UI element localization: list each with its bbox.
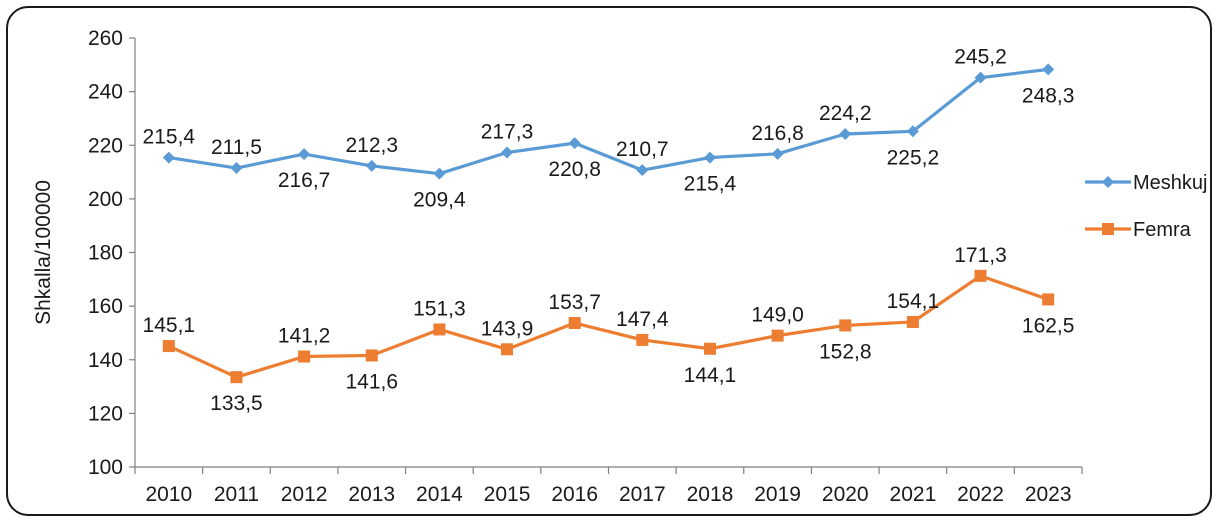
x-tick-label: 2014 (416, 483, 463, 506)
legend-marker (1102, 223, 1114, 235)
data-point (365, 349, 378, 362)
data-label: 220,8 (548, 158, 601, 181)
legend-label: Femra (1133, 219, 1192, 241)
data-point (974, 71, 987, 84)
data-point (568, 137, 581, 150)
data-label: 153,7 (548, 291, 601, 314)
data-point (230, 371, 243, 384)
x-tick-label: 2011 (214, 483, 259, 506)
data-label: 215,4 (143, 126, 196, 149)
y-tick-label: 140 (88, 349, 123, 372)
data-point (906, 125, 919, 138)
data-label: 133,5 (210, 392, 263, 415)
data-point (636, 333, 649, 346)
series-line-meshkuj (168, 67, 1049, 176)
data-point (162, 340, 175, 353)
x-tick-label: 2010 (145, 483, 192, 506)
data-point (771, 147, 784, 160)
data-label: 171,3 (954, 244, 1007, 267)
data-label: 224,2 (819, 102, 872, 125)
x-tick-label: 2019 (754, 483, 801, 506)
data-label: 225,2 (887, 146, 940, 169)
data-point (906, 315, 919, 328)
x-tick-label: 2015 (484, 483, 531, 506)
y-tick-label: 180 (88, 242, 123, 265)
data-label: 143,9 (481, 317, 534, 340)
y-tick-label: 200 (88, 188, 123, 211)
data-label: 216,8 (751, 122, 804, 145)
series-line-femra (168, 274, 1049, 379)
y-tick-label: 260 (88, 27, 123, 50)
data-label: 210,7 (616, 138, 669, 161)
data-point (365, 159, 378, 172)
x-tick-label: 2022 (957, 483, 1004, 506)
data-label: 211,5 (211, 136, 262, 159)
data-point (703, 342, 716, 355)
x-tick-label: 2021 (890, 483, 937, 506)
data-label: 216,7 (278, 169, 331, 192)
chart-frame (6, 6, 1212, 516)
x-tick-label: 2020 (822, 483, 869, 506)
data-label: 154,1 (887, 290, 940, 313)
data-label: 209,4 (413, 189, 466, 212)
x-tick-label: 2013 (348, 483, 395, 506)
data-point (1042, 63, 1055, 76)
data-label: 141,2 (278, 325, 331, 348)
legend-marker (1102, 176, 1114, 188)
data-point (501, 343, 514, 356)
data-label: 245,2 (954, 46, 1007, 69)
data-point (839, 319, 852, 332)
data-label: 162,5 (1022, 314, 1075, 337)
x-tick-label: 2023 (1025, 483, 1072, 506)
data-label: 147,4 (616, 308, 669, 331)
data-label: 144,1 (684, 364, 737, 387)
data-point (298, 148, 311, 161)
data-point (636, 164, 649, 177)
y-axis-title: Shkalla/100000 (32, 180, 55, 325)
data-point (703, 151, 716, 164)
x-tick-label: 2016 (551, 483, 598, 506)
y-tick-label: 120 (88, 402, 123, 425)
data-label: 152,8 (819, 340, 872, 363)
data-label: 215,4 (684, 173, 737, 196)
data-label: 151,3 (413, 297, 466, 320)
x-tick-label: 2012 (281, 483, 328, 506)
data-point (568, 317, 581, 330)
y-tick-label: 220 (88, 134, 123, 157)
data-point (501, 146, 514, 159)
data-label: 149,0 (751, 304, 804, 327)
data-label: 141,6 (345, 370, 398, 393)
data-label: 217,3 (481, 120, 534, 143)
x-tick-label: 2018 (687, 483, 734, 506)
data-point (433, 323, 446, 336)
data-point (771, 329, 784, 342)
data-point (974, 269, 987, 282)
y-tick-label: 160 (88, 295, 123, 318)
data-label: 212,3 (345, 134, 398, 157)
data-label: 248,3 (1022, 84, 1075, 107)
y-tick-label: 240 (88, 81, 123, 104)
data-point (162, 151, 175, 164)
data-point (433, 167, 446, 180)
x-tick-label: 2017 (619, 483, 666, 506)
data-point (298, 350, 311, 363)
legend-label: Meshkuj (1133, 172, 1207, 194)
data-label: 145,1 (143, 314, 196, 337)
data-point (230, 162, 243, 175)
data-point (839, 127, 852, 140)
y-tick-label: 100 (88, 456, 123, 479)
data-point (1042, 293, 1055, 306)
